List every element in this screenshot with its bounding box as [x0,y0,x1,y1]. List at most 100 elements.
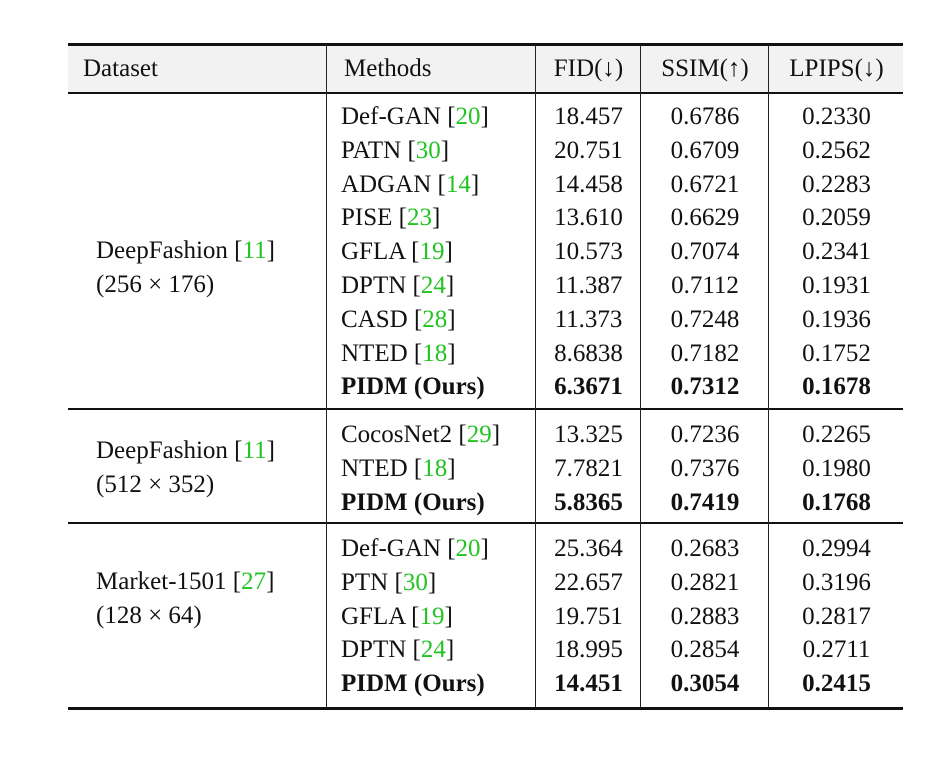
lpips-cell: 0.2341 [802,238,871,266]
dataset-resolution: (256 × 176) [96,271,215,298]
fid-cell: 11.387 [554,272,623,299]
method-name: PIDM (Ours) [341,373,485,401]
citation-link[interactable]: 18 [422,339,448,367]
method-cell: DPTN [24] [341,272,455,299]
method-name: DPTN [341,636,407,664]
fid-cell: 19.751 [554,602,623,630]
ssim-cell: 0.7312 [670,373,740,401]
col-divider-ssim [768,46,770,707]
fid-cell: 22.657 [554,568,623,596]
fid-cell: 6.3671 [554,373,623,401]
lpips-cell: 0.1678 [802,373,871,401]
ssim-cell: 0.2821 [670,568,740,596]
method-cell: Def-GAN [20] [341,103,489,130]
ssim-cell: 0.6786 [670,103,740,130]
method-cell: Def-GAN [20] [341,535,489,562]
header-dataset: Dataset [83,55,158,82]
method-name: ADGAN [341,170,432,198]
ssim-cell: 0.6709 [670,136,740,164]
top-rule [68,43,903,46]
fid-cell: 14.451 [554,670,623,698]
ssim-cell: 0.7236 [670,421,740,448]
method-cell: CASD [28] [341,305,456,333]
col-divider-fid [640,46,642,707]
citation-link[interactable]: 24 [420,272,446,299]
fid-cell: 7.7821 [554,454,623,482]
citation-link[interactable]: 20 [455,103,481,130]
method-name: NTED [341,339,408,367]
dataset-resolution: (128 × 64) [96,602,202,629]
ssim-cell: 0.7112 [671,272,739,299]
fid-cell: 5.8365 [554,488,623,516]
citation-link[interactable]: 18 [422,454,448,482]
lpips-cell: 0.2283 [802,170,871,198]
citation-link[interactable]: 30 [415,136,441,164]
citation-link[interactable]: 28 [422,305,448,333]
dataset-label: Market-1501 [27] [96,568,275,595]
citation-link[interactable]: 30 [402,568,428,596]
method-name: PTN [341,568,389,596]
citation-link[interactable]: 23 [406,204,432,232]
method-name: PIDM (Ours) [341,488,485,516]
lpips-cell: 0.2059 [802,204,871,232]
ssim-cell: 0.7376 [670,454,740,482]
method-name: PIDM (Ours) [341,670,485,698]
method-name: Def-GAN [341,103,441,130]
method-cell: NTED [18] [341,454,456,482]
fid-cell: 11.373 [554,305,623,333]
citation-link[interactable]: 19 [419,602,445,630]
method-cell: PIDM (Ours) [341,669,485,699]
header-ssim: SSIM(↑) [661,55,749,82]
fid-cell: 13.610 [554,204,623,232]
lpips-cell: 0.2562 [802,136,871,164]
lpips-cell: 0.1768 [802,488,871,516]
bottom-rule [68,707,903,710]
ssim-cell: 0.3054 [670,670,740,698]
dataset-resolution: (512 × 352) [96,471,215,498]
lpips-cell: 0.2415 [802,670,871,698]
ssim-cell: 0.2883 [670,602,740,630]
ssim-cell: 0.2854 [670,636,740,664]
method-cell: CocosNet2 [29] [341,421,501,448]
header-lpips: LPIPS(↓) [789,55,884,82]
lpips-cell: 0.1936 [802,305,871,333]
citation-link[interactable]: 24 [420,636,446,664]
citation-link[interactable]: 20 [455,535,481,562]
ssim-cell: 0.2683 [670,535,740,562]
method-cell: PIDM (Ours) [341,488,485,518]
ssim-cell: 0.6721 [670,170,740,198]
method-cell: PIDM (Ours) [341,372,485,402]
method-name: GFLA [341,238,405,266]
header-background [68,45,903,92]
col-divider-dataset [326,46,328,707]
fid-cell: 18.457 [554,103,623,130]
method-name: GFLA [341,602,405,630]
dataset-label: DeepFashion [11] [96,237,275,264]
fid-cell: 20.751 [554,136,623,164]
citation-link[interactable]: 19 [419,238,445,266]
fid-cell: 10.573 [554,238,623,266]
method-name: CocosNet2 [341,421,453,448]
ssim-cell: 0.6629 [670,204,740,232]
header-methods: Methods [344,55,432,82]
lpips-cell: 0.2817 [802,602,871,630]
method-cell: NTED [18] [341,339,456,367]
method-name: NTED [341,454,408,482]
ssim-cell: 0.7419 [670,488,740,516]
fid-cell: 8.6838 [554,339,623,367]
citation-link[interactable]: 14 [445,170,471,198]
method-name: Def-GAN [341,535,441,562]
header-fid: FID(↓) [553,55,624,82]
lpips-cell: 0.1931 [802,272,871,299]
method-name: CASD [341,305,408,333]
method-cell: PTN [30] [341,568,437,596]
method-cell: PATN [30] [341,136,450,164]
lpips-cell: 0.2330 [802,103,871,130]
method-cell: GFLA [19] [341,602,453,630]
citation-link[interactable]: 29 [466,421,492,448]
ssim-cell: 0.7074 [670,238,740,266]
lpips-cell: 0.1980 [802,454,871,482]
method-cell: ADGAN [14] [341,170,480,198]
method-name: PISE [341,204,393,232]
